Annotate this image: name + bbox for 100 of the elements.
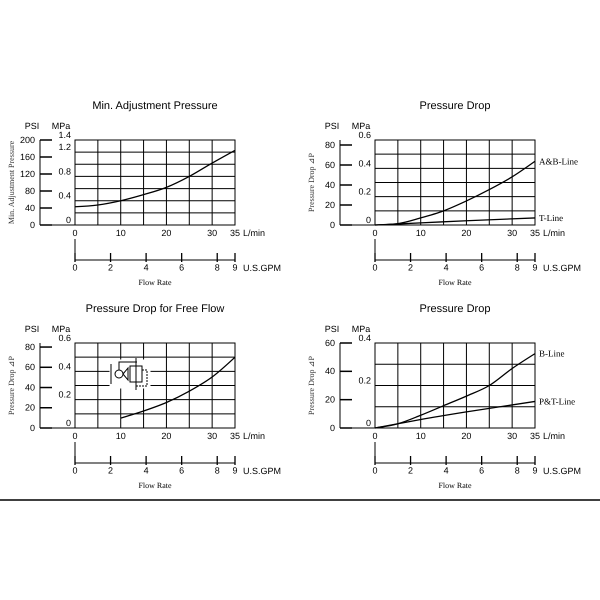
- x-tick-label: 20: [161, 431, 172, 441]
- chart-title: Pressure Drop for Free Flow: [86, 303, 224, 315]
- y-tick-label: 0.4: [58, 190, 71, 201]
- series-label: A&B-Line: [539, 156, 578, 166]
- y2-tick-label: 120: [20, 168, 35, 179]
- x2-tick-label: 8: [214, 262, 220, 272]
- y2-axis-title: Pressure Drop ⊿P: [307, 152, 316, 212]
- x-tick-label: 30: [207, 431, 218, 441]
- text: MPa: [52, 324, 70, 334]
- x-tick-label: 35: [530, 228, 540, 238]
- x-tick-label: 20: [461, 228, 472, 238]
- x2-tick-label: 4: [144, 262, 149, 272]
- chart-title: Pressure Drop: [420, 100, 490, 112]
- x-tick-label: 30: [507, 431, 518, 441]
- chart-title: Min. Adjustment Pressure: [92, 100, 218, 112]
- text: L/min: [243, 431, 266, 441]
- text: L/min: [243, 228, 266, 238]
- text: U.S.GPM: [243, 466, 282, 476]
- y2-tick-label: 80: [24, 186, 35, 196]
- y-tick-label: 0.4: [358, 158, 371, 168]
- y2-axis-title: Min. Adjustment Pressure: [7, 140, 16, 224]
- x-tick-label: 0: [72, 431, 78, 441]
- y2-tick-label: 80: [24, 342, 35, 352]
- x2-tick-label: 0: [372, 465, 378, 476]
- x2-tick-label: 4: [144, 465, 149, 476]
- y2-axis-title: Pressure Drop ⊿P: [7, 355, 16, 415]
- y2-tick-label: 60: [324, 338, 335, 348]
- text: PSI: [24, 121, 40, 131]
- x-tick-label: 0: [72, 228, 78, 238]
- series-label: B-Line: [539, 348, 564, 359]
- y2-tick-label: 0: [30, 422, 35, 433]
- y-tick-label: 0: [66, 215, 71, 225]
- y2-tick-label: 0: [330, 422, 335, 433]
- x-tick-label: 0: [372, 228, 378, 238]
- x2-tick-label: 6: [479, 465, 484, 476]
- x-tick-label: 20: [161, 228, 172, 238]
- x-tick-label: 30: [207, 228, 218, 238]
- y2-tick-label: 80: [324, 140, 335, 150]
- x2-tick-label: 8: [214, 465, 220, 476]
- text: U.S.GPM: [543, 466, 582, 476]
- x-tick-label: 30: [507, 228, 518, 238]
- x-tick-label: 35: [230, 431, 240, 441]
- x-axis-title: Flow Rate: [438, 278, 472, 287]
- y2-tick-label: 0: [330, 220, 335, 230]
- y2-tick-label: 60: [324, 160, 335, 170]
- y2-tick-label: 0: [30, 220, 35, 230]
- x-tick-label: 35: [530, 431, 540, 441]
- series-label: P&T-Line: [539, 396, 576, 406]
- y2-tick-label: 60: [24, 362, 35, 372]
- y-tick-label: 0.2: [358, 186, 371, 197]
- y-tick-label: 0: [366, 215, 371, 225]
- x-tick-label: 10: [416, 228, 426, 238]
- y-tick-label: 0: [366, 418, 371, 428]
- x2-tick-label: 0: [72, 465, 78, 476]
- y2-tick-label: 40: [24, 382, 35, 392]
- x2-tick-label: 0: [372, 262, 378, 272]
- x2-tick-label: 2: [108, 465, 114, 476]
- x-tick-label: 10: [416, 431, 426, 441]
- text: MPa: [352, 324, 370, 334]
- y-tick-label: 0.8: [58, 166, 71, 176]
- y2-tick-label: 40: [24, 202, 35, 213]
- y-tick-label: 0.6: [358, 130, 371, 140]
- x-axis-title: Flow Rate: [438, 481, 472, 490]
- y2-tick-label: 200: [20, 134, 35, 145]
- x2-tick-label: 9: [532, 465, 538, 476]
- x-tick-label: 10: [116, 431, 126, 441]
- x2-tick-label: 9: [532, 262, 538, 272]
- y-tick-label: 1.2: [58, 142, 71, 152]
- text: U.S.GPM: [543, 263, 582, 273]
- y-tick-label: 0.2: [358, 376, 371, 386]
- y-tick-label: 0.4: [58, 361, 71, 372]
- y-tick-label: 0.2: [58, 390, 71, 400]
- x2-tick-label: 6: [179, 262, 184, 272]
- x2-tick-label: 9: [232, 465, 238, 476]
- y2-axis-title: Pressure Drop ⊿P: [307, 355, 316, 415]
- x2-tick-label: 2: [108, 262, 114, 272]
- text: U.S.GPM: [243, 263, 282, 273]
- y2-tick-label: 20: [324, 200, 335, 210]
- y2-tick-label: 20: [324, 394, 335, 405]
- text: PSI: [324, 121, 340, 131]
- y2-tick-label: 160: [20, 152, 35, 162]
- chart-title: Pressure Drop: [420, 303, 490, 315]
- x2-tick-label: 6: [179, 465, 184, 476]
- y-tick-label: 0: [66, 418, 71, 428]
- y2-tick-label: 40: [324, 180, 335, 190]
- text: L/min: [543, 228, 566, 238]
- x2-tick-label: 9: [232, 262, 238, 272]
- x2-tick-label: 8: [514, 465, 520, 476]
- x-tick-label: 20: [461, 431, 472, 441]
- x2-tick-label: 2: [408, 262, 414, 272]
- x2-tick-label: 0: [72, 262, 78, 272]
- x2-tick-label: 2: [408, 465, 414, 476]
- y-tick-label: 0.6: [58, 333, 71, 343]
- y-tick-label: 0.4: [358, 333, 371, 343]
- text: PSI: [24, 324, 40, 334]
- text: MPa: [352, 121, 370, 131]
- x2-tick-label: 6: [479, 262, 484, 272]
- y-tick-label: 1.4: [58, 130, 71, 140]
- y2-tick-label: 40: [324, 366, 335, 376]
- x2-tick-label: 8: [514, 262, 520, 272]
